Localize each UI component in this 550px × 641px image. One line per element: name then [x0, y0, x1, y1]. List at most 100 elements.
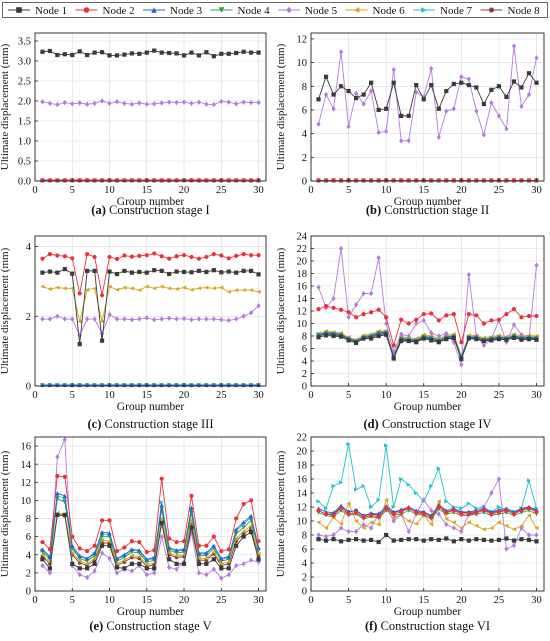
data-point — [189, 287, 194, 292]
data-point — [429, 82, 434, 88]
data-point — [167, 557, 172, 562]
data-point — [189, 50, 194, 55]
data-point — [137, 287, 142, 293]
y-tick-label: 4 — [26, 242, 32, 253]
data-point — [338, 84, 344, 89]
data-point — [459, 357, 464, 362]
data-point — [99, 50, 105, 55]
data-point — [159, 533, 164, 540]
series-line-node-3 — [318, 504, 537, 516]
data-point — [466, 520, 471, 525]
data-point — [526, 71, 532, 76]
data-point — [459, 511, 464, 517]
series-line-node-1 — [318, 534, 537, 543]
data-point — [474, 506, 479, 511]
series-line-node-2 — [42, 252, 259, 296]
data-point — [511, 542, 517, 549]
data-point — [107, 518, 112, 523]
data-point — [152, 548, 157, 553]
y-tick-label: 10 — [297, 58, 308, 69]
data-point — [62, 267, 67, 272]
data-point — [496, 504, 502, 510]
data-point — [496, 520, 502, 525]
data-point — [391, 518, 396, 524]
series-line-node-5 — [42, 100, 259, 106]
data-point — [167, 286, 172, 291]
data-point — [331, 513, 336, 518]
x-tick-label: 20 — [456, 595, 467, 606]
data-point — [174, 553, 179, 558]
data-point — [219, 98, 224, 105]
data-point — [137, 178, 142, 183]
y-tick-label: 14 — [297, 489, 308, 500]
data-point — [451, 106, 456, 112]
data-point — [219, 566, 224, 571]
data-point — [144, 549, 149, 555]
chart-panels: 0 5 10 15 20 25 300.00.51.01.52.02.53.03.5Grou… — [0, 32, 545, 633]
y-tick-label: 2 — [26, 568, 31, 579]
data-point — [519, 178, 524, 183]
data-point — [234, 562, 239, 569]
data-point — [211, 286, 216, 291]
series-group — [316, 43, 539, 183]
x-tick-label: 0 — [32, 390, 37, 401]
data-point — [406, 321, 411, 326]
data-point — [55, 101, 60, 108]
data-point — [429, 483, 434, 489]
data-point — [384, 532, 389, 538]
data-point — [406, 113, 411, 118]
data-point — [99, 338, 105, 343]
data-point — [62, 512, 67, 518]
data-point — [519, 103, 524, 110]
data-point — [122, 558, 127, 563]
data-point — [353, 528, 359, 535]
data-point — [511, 307, 517, 312]
data-point — [511, 538, 517, 543]
data-point — [114, 316, 120, 322]
data-point — [414, 510, 419, 515]
data-point — [526, 537, 532, 542]
data-point — [62, 493, 67, 498]
data-point — [248, 253, 254, 258]
data-point — [436, 537, 441, 542]
data-point — [211, 534, 216, 539]
data-point — [414, 89, 419, 95]
x-tick-label: 10 — [104, 595, 115, 606]
data-point — [444, 521, 449, 528]
data-point — [85, 287, 90, 292]
data-point — [174, 548, 179, 553]
y-tick-label: 0 — [26, 382, 31, 393]
data-point — [451, 520, 456, 525]
data-point — [256, 289, 261, 294]
series-group — [40, 437, 261, 582]
data-point — [77, 546, 82, 551]
data-point — [338, 525, 344, 531]
data-point — [406, 528, 411, 535]
data-point — [429, 515, 434, 520]
data-point — [466, 312, 471, 317]
data-point — [181, 285, 187, 290]
data-point — [85, 574, 90, 581]
data-point — [181, 99, 187, 105]
data-point — [204, 101, 209, 107]
chart-panel-b: 0 5 10 15 20 25 30 0 2 4 6 8 10 12 Group number Ultimat… — [275, 32, 545, 217]
data-point — [62, 474, 67, 479]
data-point — [474, 108, 479, 114]
data-point — [421, 97, 426, 102]
data-point — [226, 289, 231, 294]
data-point — [219, 270, 224, 275]
data-point — [504, 337, 509, 342]
data-point — [511, 79, 517, 84]
data-point — [353, 510, 359, 515]
data-point — [323, 538, 329, 543]
x-tick-label: 10 — [381, 595, 392, 606]
data-point — [353, 315, 359, 320]
data-point — [369, 80, 374, 85]
data-point — [489, 178, 494, 183]
data-point — [526, 91, 532, 98]
data-point — [152, 178, 157, 183]
data-point — [92, 100, 97, 107]
data-point — [526, 337, 532, 342]
data-point — [129, 317, 134, 323]
data-point — [196, 256, 202, 261]
